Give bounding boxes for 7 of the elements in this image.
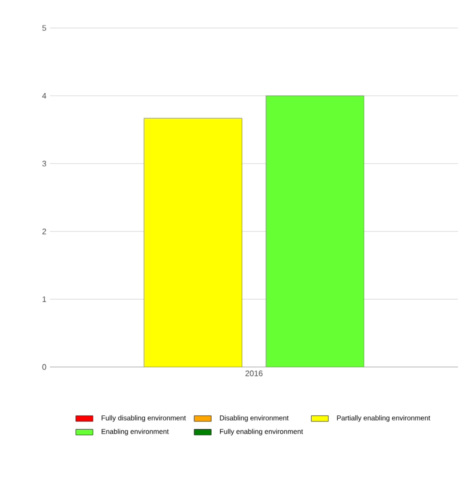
y-tick-label: 5 [42, 25, 46, 31]
y-tick-label: 4 [42, 93, 46, 99]
x-tick-label: 2016 [246, 370, 263, 376]
y-tick-label: 2 [42, 228, 46, 234]
y-tick-label: 3 [42, 160, 46, 166]
y-tick-label: 1 [42, 296, 46, 302]
y-tick-label: 0 [42, 364, 46, 370]
